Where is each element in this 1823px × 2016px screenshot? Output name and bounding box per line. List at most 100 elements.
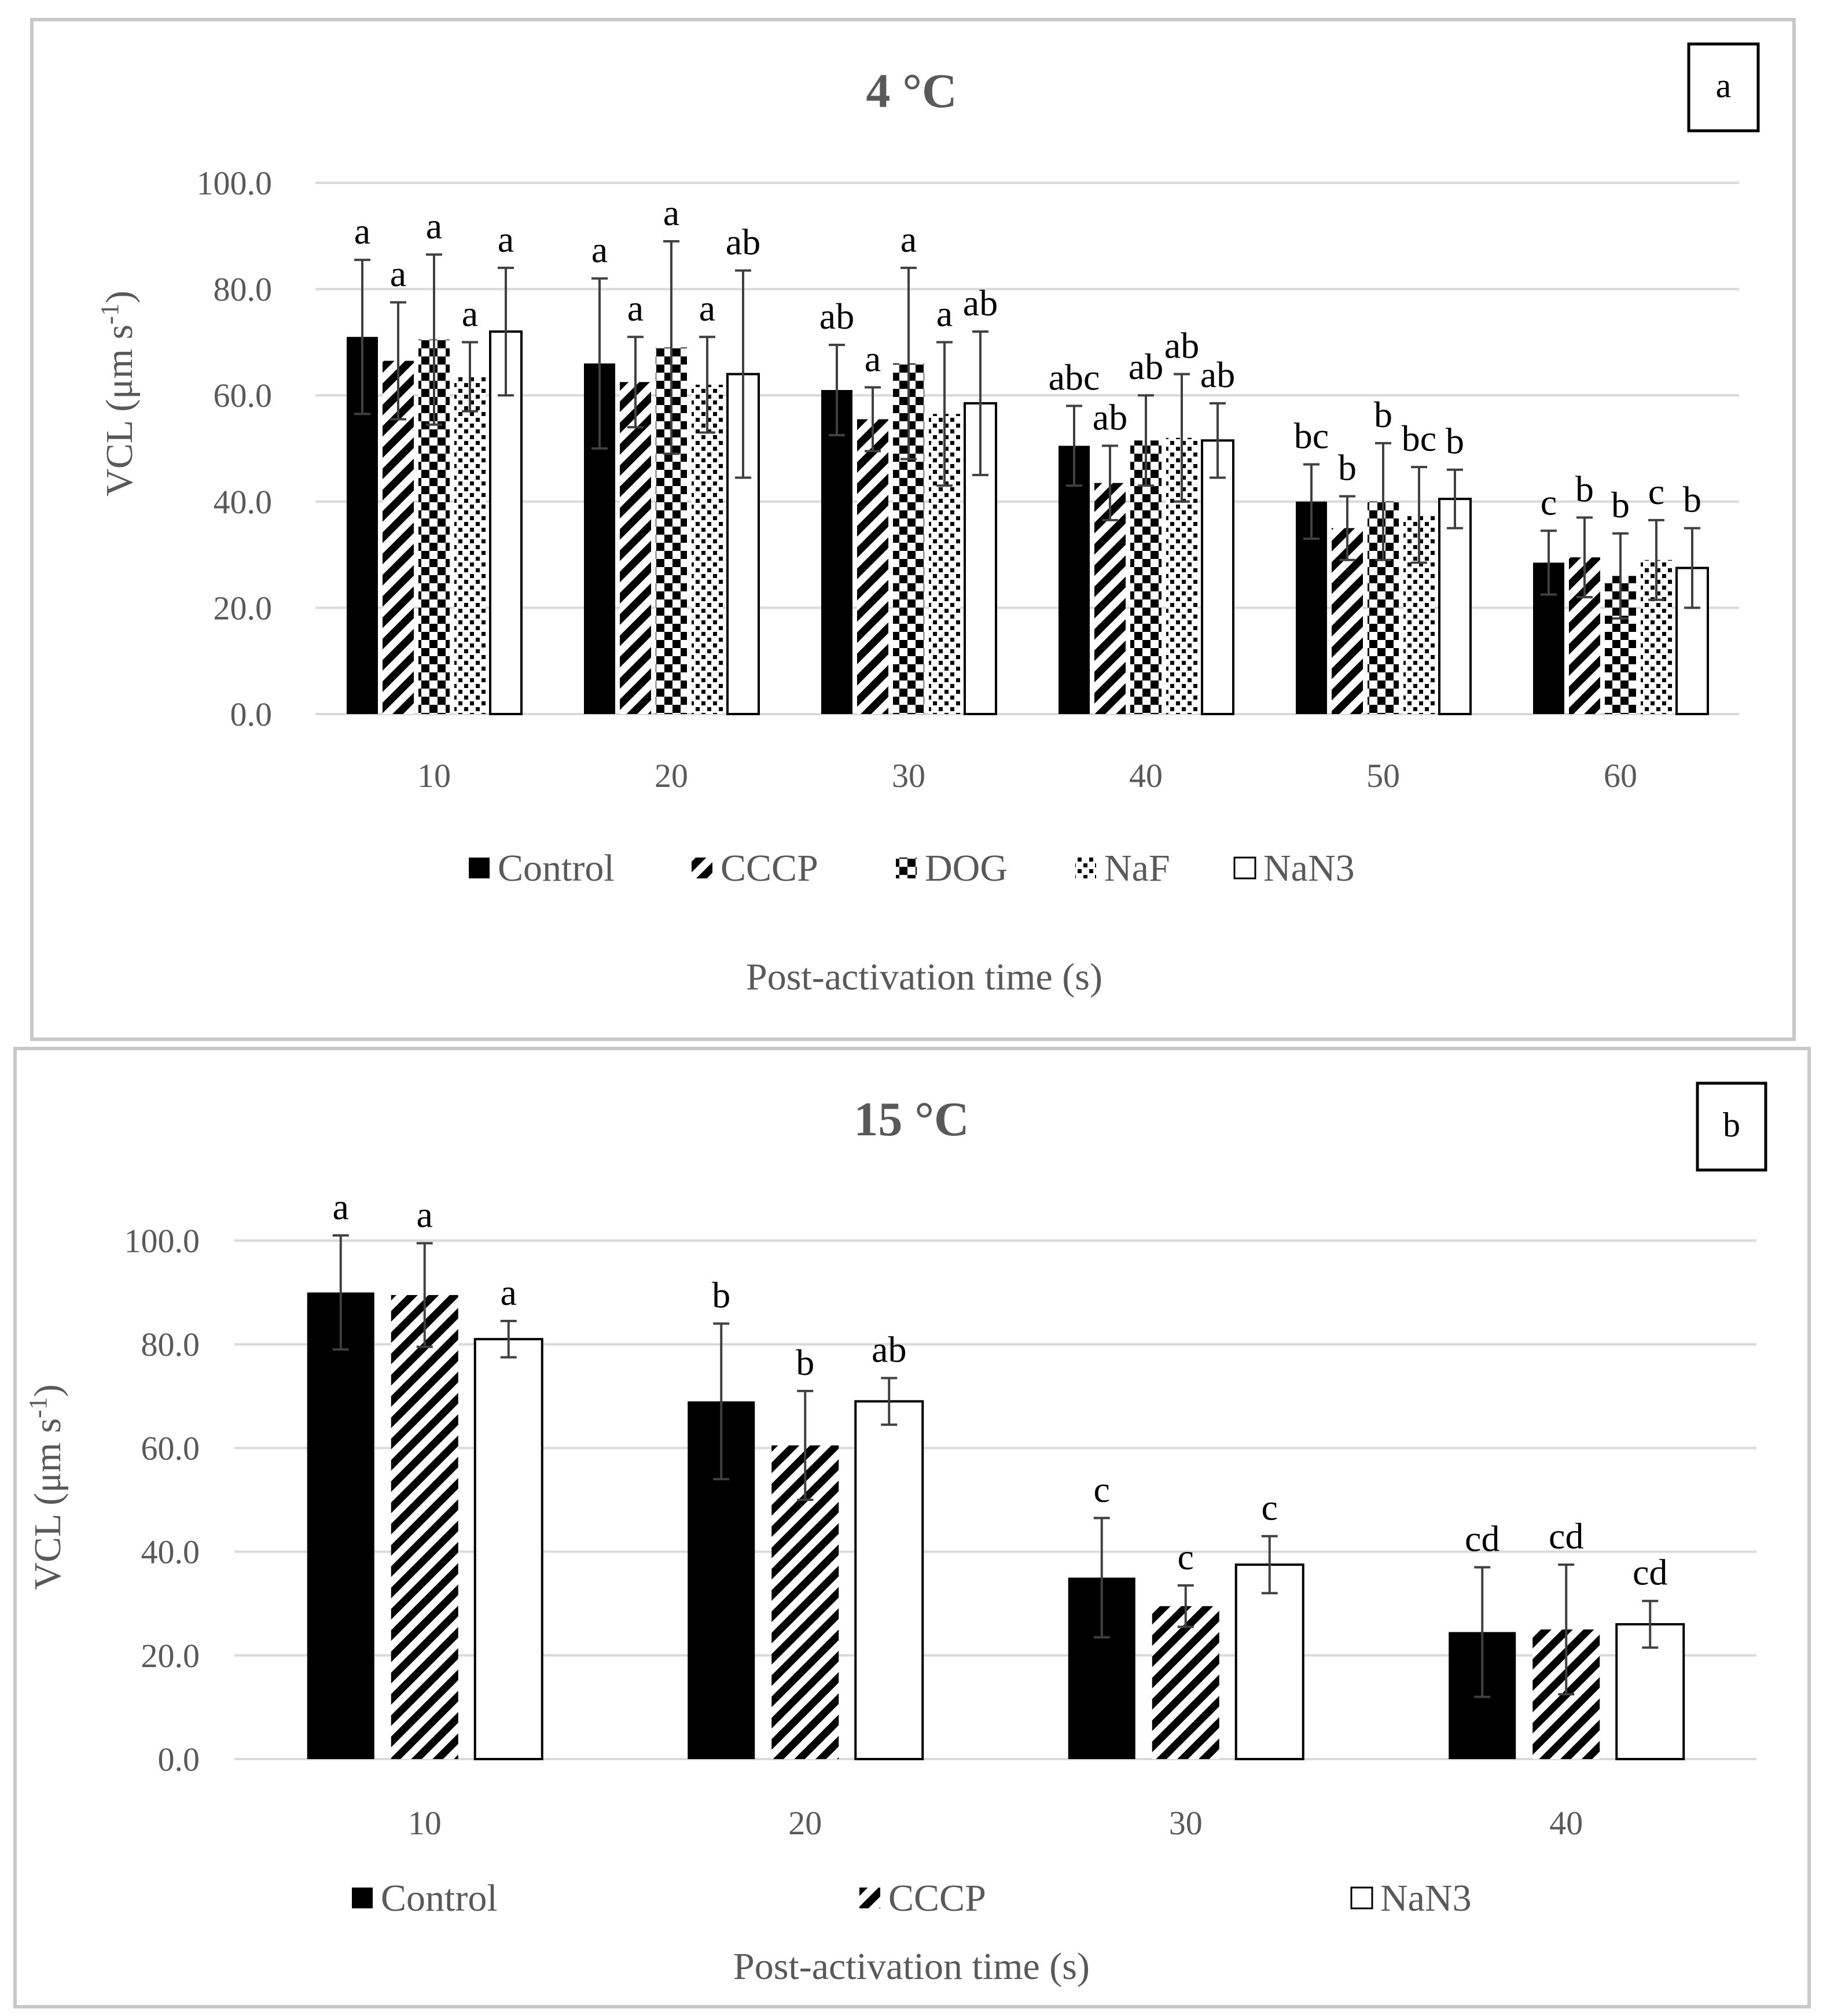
- error-bar: [972, 330, 988, 476]
- significance-letter: ab: [1200, 354, 1235, 395]
- legend-item-dog: DOG: [896, 847, 1008, 889]
- panel-b-label: b: [1723, 1106, 1740, 1144]
- error-bar: [627, 336, 644, 429]
- significance-letter: b: [1338, 447, 1357, 488]
- significance-letter: a: [591, 229, 608, 270]
- y-tick-label: 0.0: [158, 1741, 200, 1778]
- significance-letter: b: [712, 1274, 730, 1315]
- legend-swatch: [1233, 856, 1256, 880]
- significance-letter: c: [1094, 1469, 1110, 1510]
- error-bar: [1612, 532, 1629, 620]
- legend-item-control: Control: [352, 1877, 498, 1919]
- error-bar: [332, 1234, 349, 1351]
- bar-control-40: [1058, 446, 1090, 714]
- bar-cccp-40: [1094, 483, 1126, 714]
- error-bar: [1375, 442, 1391, 561]
- error-bar: [797, 1389, 814, 1501]
- bar-naf-20: [692, 384, 723, 714]
- y-tick-label: 60.0: [141, 1429, 200, 1467]
- panel-b-legend: Control CCCP NaN3: [352, 1877, 1472, 1919]
- error-bar: [1093, 1517, 1110, 1639]
- legend-label: CCCP: [721, 847, 818, 889]
- y-tick-label: 100.0: [124, 1222, 200, 1260]
- significance-letter: c: [1178, 1536, 1194, 1577]
- significance-letter: a: [390, 253, 406, 295]
- legend-label: CCCP: [888, 1877, 986, 1919]
- panel-a-y-axis-title: VCL (μm s-1): [95, 290, 141, 496]
- panel-b-y-axis-title: VCL (μm s-1): [24, 1384, 69, 1590]
- y-tick-label: 40.0: [141, 1533, 200, 1571]
- error-bar: [1447, 468, 1463, 529]
- error-bar: [901, 266, 917, 461]
- significance-letter: a: [498, 219, 514, 260]
- significance-letter: b: [1683, 479, 1701, 520]
- panel-b-label-box: [1696, 1081, 1767, 1172]
- y-tick-label: 20.0: [214, 589, 273, 627]
- bar-nan3-20: [854, 1400, 924, 1760]
- legend-swatch: [1350, 1886, 1373, 1910]
- error-bar: [498, 266, 514, 397]
- error-bar: [1303, 463, 1320, 540]
- legend-label: Control: [381, 1877, 498, 1919]
- y-tick-label: 80.0: [214, 271, 273, 308]
- panel-a-x-axis-title: Post-activation time (s): [746, 956, 1102, 998]
- significance-letter: c: [1648, 471, 1664, 512]
- legend-swatch: [896, 858, 917, 878]
- y-tick-label: 20.0: [141, 1637, 200, 1675]
- error-bar: [1558, 1563, 1575, 1695]
- significance-letter: ab: [726, 221, 760, 262]
- significance-letter: a: [627, 288, 644, 329]
- significance-letter: b: [1446, 421, 1464, 462]
- y-tick-label: 40.0: [214, 483, 273, 521]
- significance-letter: a: [936, 293, 953, 334]
- error-bar: [462, 341, 478, 413]
- error-bar: [591, 277, 608, 450]
- significance-letter: b: [796, 1342, 814, 1383]
- x-tick-label: 20: [655, 757, 688, 794]
- significance-letter: cd: [1633, 1552, 1667, 1593]
- significance-letter: b: [1374, 394, 1392, 435]
- error-bar: [713, 1322, 730, 1481]
- legend-swatch: [859, 1888, 880, 1908]
- plot-a: 0.020.040.060.080.0100.010aaaaa20aaaaab3…: [197, 164, 1739, 794]
- y-tick-label: 60.0: [214, 377, 273, 414]
- significance-letter: ab: [872, 1329, 906, 1370]
- legend-swatch: [1075, 858, 1096, 878]
- legend-item-naf: NaF: [1075, 847, 1170, 889]
- significance-letter: a: [699, 288, 715, 329]
- x-tick-label: 50: [1366, 757, 1400, 794]
- x-tick-label: 10: [417, 757, 451, 794]
- error-bar: [699, 336, 715, 434]
- x-tick-label: 30: [892, 757, 925, 794]
- panel-b-title: 15 °C: [854, 1092, 969, 1146]
- bar-nan3-50: [1438, 498, 1472, 716]
- significance-letter: a: [501, 1272, 517, 1313]
- legend-label: NaN3: [1263, 847, 1355, 889]
- significance-letter: a: [417, 1194, 433, 1235]
- bar-nan3-30: [1234, 1563, 1304, 1760]
- legend-label: Control: [498, 847, 615, 889]
- error-bar: [1138, 394, 1154, 487]
- significance-letter: ab: [819, 296, 854, 337]
- legend-label: NaN3: [1380, 1877, 1472, 1919]
- significance-letter: c: [1541, 481, 1557, 523]
- error-bar: [1642, 1599, 1659, 1649]
- legend-swatch: [469, 858, 490, 878]
- significance-letter: cd: [1549, 1515, 1583, 1557]
- panel-a-label: a: [1716, 67, 1732, 105]
- significance-letter: ab: [1129, 346, 1163, 387]
- significance-letter: ab: [1093, 396, 1127, 437]
- error-bar: [1177, 1584, 1194, 1628]
- y-tick-label: 80.0: [141, 1326, 200, 1363]
- significance-letter: a: [333, 1186, 349, 1227]
- bar-naf-10: [454, 377, 486, 714]
- error-bar: [426, 253, 442, 426]
- error-bar: [936, 341, 953, 487]
- bar-control-10: [307, 1292, 374, 1759]
- error-bar: [1411, 466, 1427, 564]
- panel-b-x-axis-title: Post-activation time (s): [733, 1945, 1090, 1988]
- legend-label: NaF: [1104, 847, 1170, 889]
- error-bar: [1174, 373, 1190, 503]
- bar-cccp-10: [391, 1295, 458, 1759]
